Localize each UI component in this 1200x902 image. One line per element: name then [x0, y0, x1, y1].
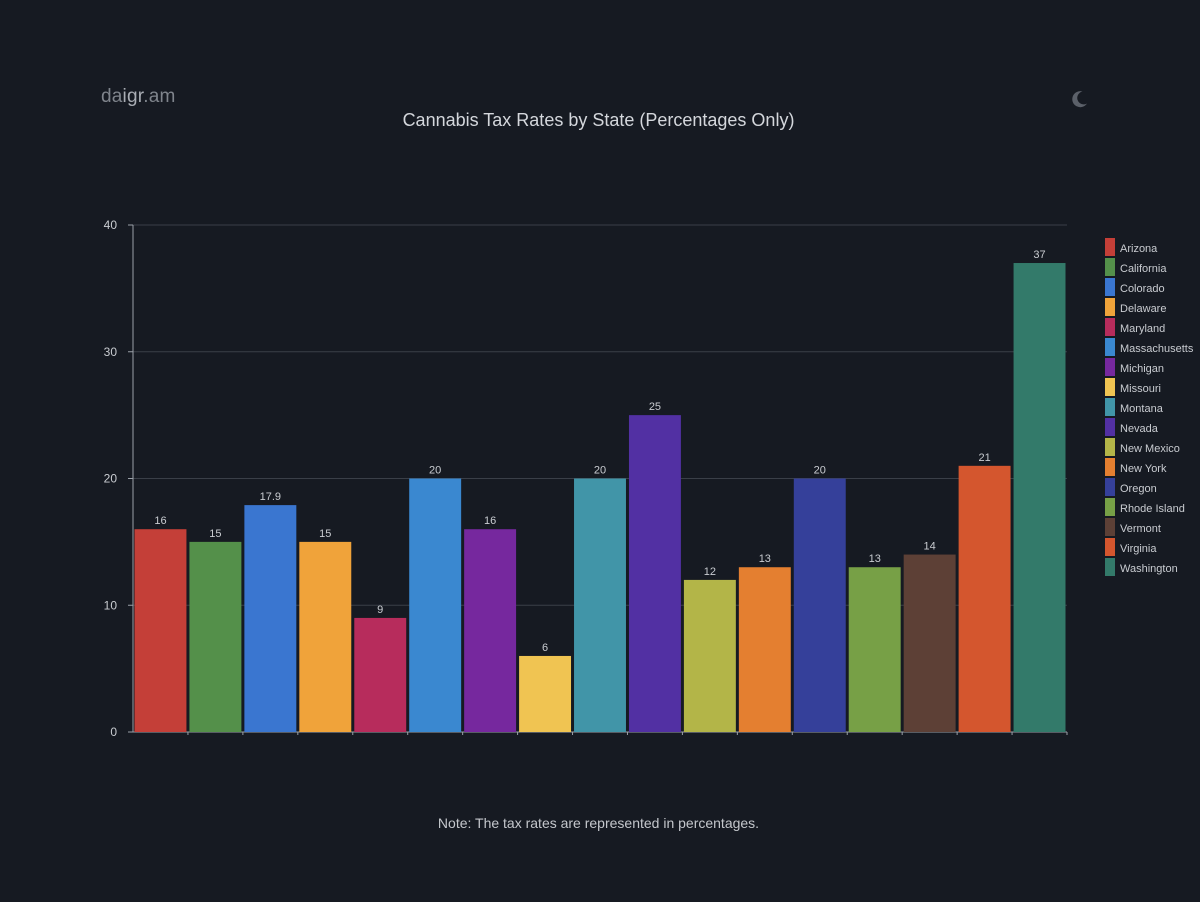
bar-maryland [354, 617, 407, 732]
bar-value-label: 15 [319, 528, 331, 540]
bar-massachusetts [409, 478, 462, 732]
legend-label: Oregon [1120, 483, 1157, 495]
y-tick-label: 10 [104, 598, 118, 612]
logo-text-part: gr [126, 86, 144, 107]
legend-label: Colorado [1120, 283, 1165, 295]
legend-swatch [1105, 298, 1115, 316]
legend-swatch [1105, 478, 1115, 496]
legend-swatch [1105, 258, 1115, 276]
bar-value-label: 21 [978, 452, 990, 464]
legend-swatch [1105, 498, 1115, 516]
legend-label: Rhode Island [1120, 503, 1185, 515]
bar-washington [1013, 263, 1066, 732]
chart-note: Note: The tax rates are represented in p… [437, 815, 760, 831]
bar-value-label: 9 [377, 604, 383, 616]
bar-value-label: 14 [924, 541, 936, 553]
legend-label: Montana [1120, 403, 1164, 415]
bar-colorado [244, 505, 297, 732]
legend-swatch [1105, 558, 1115, 576]
legend-label: Nevada [1120, 423, 1159, 435]
bar-virginia [958, 465, 1011, 732]
bar-value-label: 20 [429, 465, 441, 477]
bar-value-label: 20 [814, 465, 826, 477]
legend-label: Missouri [1120, 383, 1161, 395]
y-tick-label: 20 [104, 472, 118, 486]
legend-swatch [1105, 438, 1115, 456]
bar-value-label: 13 [869, 553, 881, 565]
legend-label: New York [1120, 463, 1167, 475]
legend-label: Michigan [1120, 363, 1164, 375]
bar-value-label: 16 [154, 515, 166, 527]
legend-swatch [1105, 338, 1115, 356]
legend-swatch [1105, 318, 1115, 336]
legend-swatch [1105, 378, 1115, 396]
legend-label: California [1120, 263, 1167, 275]
y-tick-label: 0 [110, 725, 117, 739]
bar-rhode-island [848, 567, 901, 732]
y-tick-label: 30 [104, 345, 118, 359]
bar-missouri [519, 655, 572, 732]
theme-toggle-button[interactable] [1068, 88, 1090, 110]
chart-title: Cannabis Tax Rates by State (Percentages… [402, 110, 795, 130]
logo-text-part: .am [143, 86, 176, 107]
bar-arizona [134, 529, 187, 732]
bar-montana [574, 478, 626, 732]
bar-nevada [628, 415, 681, 732]
bar-value-label: 25 [649, 401, 661, 413]
legend-swatch [1105, 418, 1115, 436]
legend-swatch [1105, 398, 1115, 416]
bar-value-label: 17.9 [260, 491, 281, 503]
bar-value-label: 13 [759, 553, 771, 565]
bar-vermont [903, 554, 956, 732]
bar-value-label: 20 [594, 465, 606, 477]
legend-swatch [1105, 458, 1115, 476]
legend-label: New Mexico [1120, 443, 1180, 455]
bar-delaware [299, 541, 352, 732]
bar-value-label: 16 [484, 515, 496, 527]
y-tick-label: 40 [104, 218, 118, 232]
legend-swatch [1105, 238, 1115, 256]
bar-new-york [738, 567, 791, 732]
logo-text-part: i [122, 86, 127, 107]
legend-label: Massachusetts [1120, 343, 1194, 355]
bar-value-label: 12 [704, 566, 716, 578]
legend-swatch [1105, 518, 1115, 536]
legend-swatch [1105, 278, 1115, 296]
bar-california [189, 541, 242, 732]
bar-value-label: 37 [1033, 249, 1045, 261]
bar-michigan [464, 529, 517, 732]
logo-text-part: da [101, 86, 123, 107]
legend-label: Washington [1120, 563, 1178, 575]
legend-swatch [1105, 538, 1115, 556]
moon-icon [1072, 91, 1087, 108]
legend-label: Vermont [1120, 523, 1161, 535]
brand-logo[interactable]: daigr.am [101, 86, 176, 108]
legend-label: Delaware [1120, 303, 1166, 315]
bar-oregon [793, 478, 846, 732]
bar-new-mexico [683, 579, 736, 732]
bar-value-label: 6 [542, 642, 548, 654]
legend-label: Maryland [1120, 323, 1165, 335]
legend-swatch [1105, 358, 1115, 376]
legend-label: Virginia [1120, 543, 1157, 555]
legend-label: Arizona [1120, 243, 1158, 255]
bar-value-label: 15 [209, 528, 221, 540]
